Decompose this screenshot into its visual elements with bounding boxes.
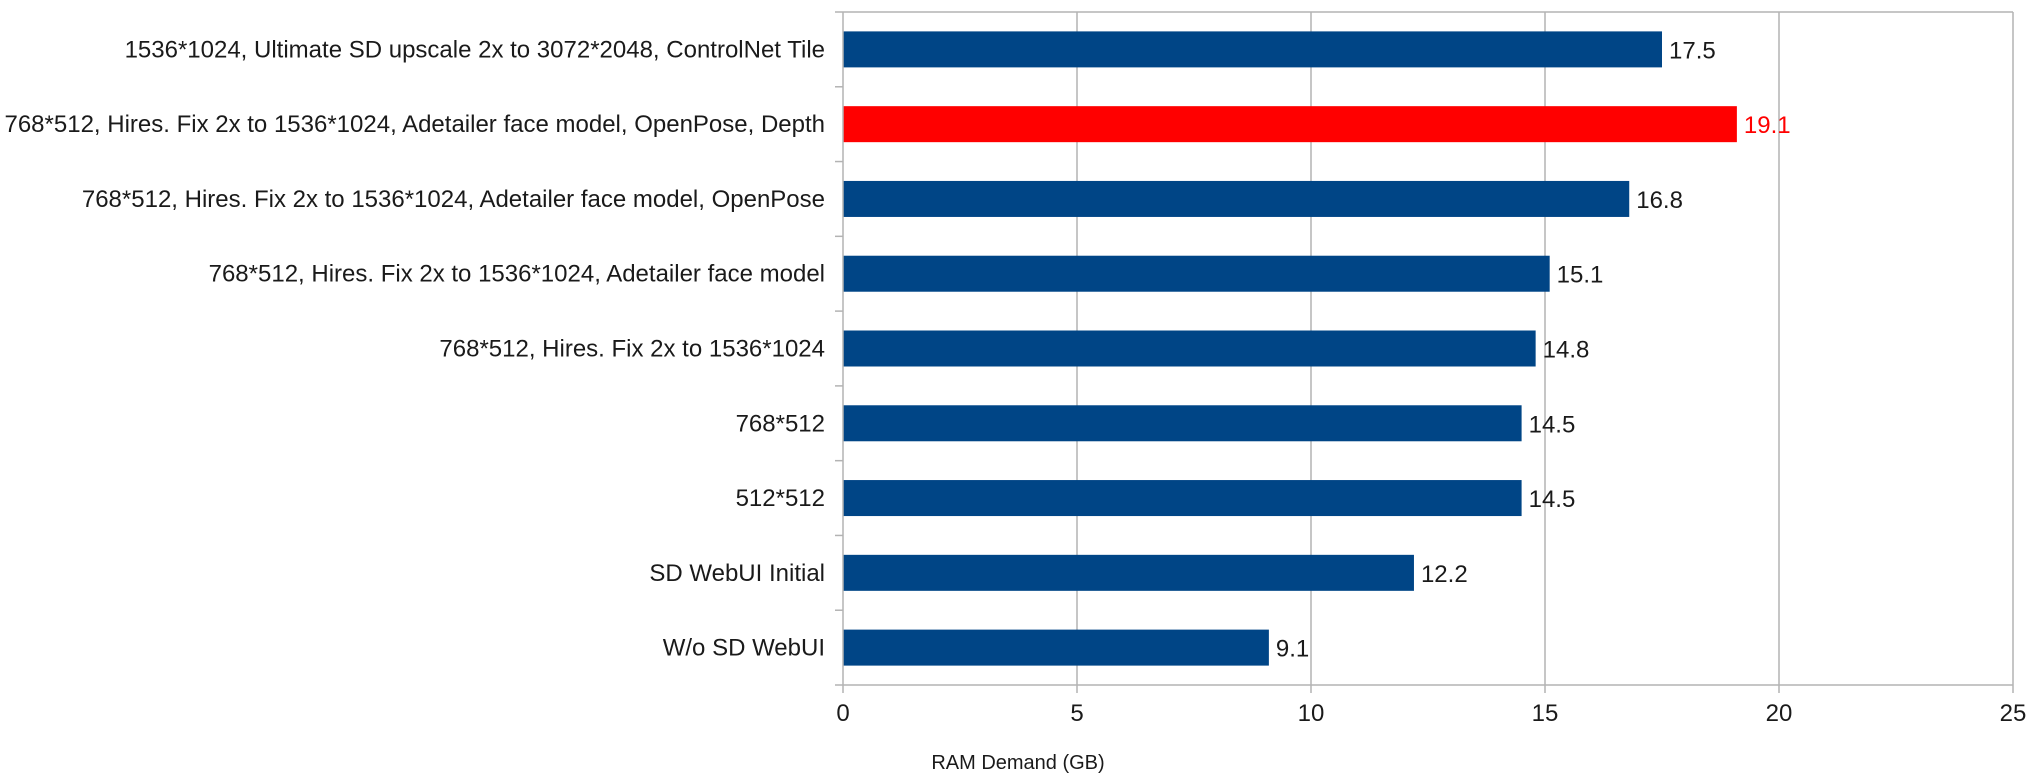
- bar: [843, 330, 1536, 367]
- category-label: 768*512: [736, 410, 825, 437]
- bar: [843, 554, 1414, 591]
- category-label: SD WebUI Initial: [649, 560, 825, 587]
- value-label: 14.5: [1529, 411, 1576, 438]
- bar: [843, 31, 1662, 68]
- bar: [843, 405, 1522, 442]
- x-tick-label: 0: [836, 700, 849, 727]
- category-label: 768*512, Hires. Fix 2x to 1536*1024, Ade…: [82, 186, 825, 213]
- value-label: 9.1: [1276, 636, 1309, 663]
- category-label: 512*512: [736, 485, 825, 512]
- x-tick-label: 10: [1298, 700, 1325, 727]
- bars: [843, 31, 1737, 666]
- labels: 0 5 10 15 20 25 1536*1024, Ultimate SD upscale…: [4, 36, 2026, 727]
- value-label: 14.8: [1543, 337, 1590, 364]
- bar: [843, 480, 1522, 517]
- value-label: 12.2: [1421, 561, 1468, 588]
- x-axis-title: RAM Demand (GB): [931, 752, 1104, 773]
- value-label: 19.1: [1744, 112, 1791, 139]
- x-tick-label: 5: [1070, 700, 1083, 727]
- category-label: 768*512, Hires. Fix 2x to 1536*1024, Ade…: [4, 111, 825, 138]
- bar: [843, 629, 1269, 666]
- category-label: W/o SD WebUI: [663, 635, 825, 662]
- value-label: 15.1: [1557, 262, 1604, 289]
- x-tick-label: 15: [1532, 700, 1559, 727]
- axes: [835, 11, 2014, 693]
- value-label: 14.5: [1529, 486, 1576, 513]
- x-tick-label: 20: [1766, 700, 1793, 727]
- category-label: 768*512, Hires. Fix 2x to 1536*1024: [439, 336, 825, 363]
- value-label: 17.5: [1669, 37, 1716, 64]
- category-label: 768*512, Hires. Fix 2x to 1536*1024, Ade…: [209, 261, 825, 288]
- category-label: 1536*1024, Ultimate SD upscale 2x to 307…: [125, 36, 825, 63]
- x-tick-label: 25: [2000, 700, 2027, 727]
- bar: [843, 255, 1550, 292]
- bar-highlighted: [843, 106, 1737, 143]
- value-label: 16.8: [1636, 187, 1683, 214]
- bar: [843, 180, 1630, 217]
